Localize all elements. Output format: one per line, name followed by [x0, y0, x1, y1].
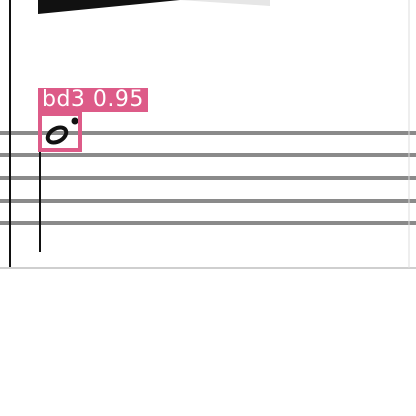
- detection-bounding-box: [38, 112, 82, 152]
- detection-label: bd3 0.95: [38, 88, 148, 112]
- beam-shadow: [180, 0, 270, 6]
- beam-fragment: [38, 0, 180, 14]
- augmentation-dot: [71, 117, 79, 125]
- staff: [0, 131, 416, 225]
- half-note-head: [45, 125, 69, 145]
